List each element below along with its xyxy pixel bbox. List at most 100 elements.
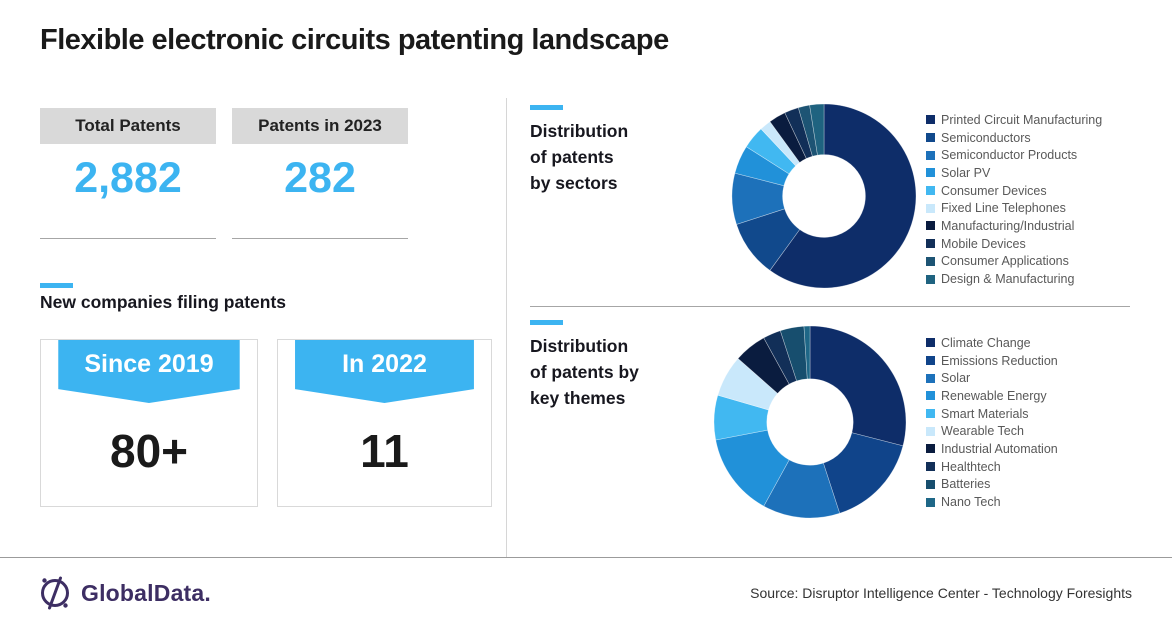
new-companies-card-since-2019: Since 2019 80+ <box>40 339 258 507</box>
legend-marker-icon <box>926 409 935 419</box>
card-value: 11 <box>360 425 409 477</box>
legend-label: Climate Change <box>941 335 1031 350</box>
legend-item: Manufacturing/Industrial <box>926 217 1102 235</box>
accent-dash <box>530 320 563 325</box>
legend-label: Manufacturing/Industrial <box>941 218 1075 233</box>
legend-label: Printed Circuit Manufacturing <box>941 112 1103 127</box>
legend-label: Design & Manufacturing <box>941 272 1075 287</box>
stat-value: 2,882 <box>74 154 182 202</box>
legend-marker-icon <box>926 133 935 143</box>
legend-marker-icon <box>926 239 935 249</box>
legend-label: Solar PV <box>941 165 991 180</box>
legend-marker-icon <box>926 444 935 454</box>
chart-title-line: Distribution <box>530 336 629 356</box>
legend-item: Consumer Devices <box>926 182 1102 200</box>
chart-title-line: by sectors <box>530 173 618 193</box>
legend-item: Wearable Tech <box>926 422 1058 440</box>
donut-slice-0 <box>769 103 917 289</box>
legend-item: Renewable Energy <box>926 387 1058 405</box>
legend-marker-icon <box>926 338 935 348</box>
legend-marker-icon <box>926 391 935 401</box>
legend-label: Solar <box>941 371 971 386</box>
globaldata-circle-slash-icon <box>41 576 69 610</box>
chart-title-line: of patents <box>530 147 614 167</box>
chart-legend: Printed Circuit Manufacturing Semiconduct… <box>926 111 1102 288</box>
legend-marker-icon <box>926 115 935 125</box>
chart-section-themes: Distribution of patents by key themes Clim… <box>530 316 1132 540</box>
chart-legend: Climate Change Emissions Reduction Solar Re… <box>926 334 1058 511</box>
ribbon-banner: Since 2019 <box>58 340 240 403</box>
donut-slice-9 <box>803 325 811 380</box>
legend-item: Semiconductors <box>926 129 1102 147</box>
horizontal-divider <box>530 306 1130 307</box>
legend-label: Industrial Automation <box>941 441 1058 456</box>
chart-title-line: of patents by <box>530 362 639 382</box>
ribbon-label: Since 2019 <box>84 350 214 378</box>
source-text: Source: Disruptor Intelligence Center - … <box>750 585 1132 601</box>
legend-item: Batteries <box>926 476 1058 494</box>
stat-label: Patents in 2023 <box>232 108 408 144</box>
legend-label: Smart Materials <box>941 406 1029 421</box>
footer-divider <box>0 557 1172 558</box>
legend-marker-icon <box>926 497 935 507</box>
legend-marker-icon <box>926 221 935 231</box>
legend-item: Nano Tech <box>926 493 1058 511</box>
ribbon-banner: In 2022 <box>295 340 474 403</box>
legend-marker-icon <box>926 150 935 160</box>
globaldata-logo: GlobalData. <box>38 574 211 612</box>
legend-item: Healthtech <box>926 458 1058 476</box>
legend-item: Solar <box>926 369 1058 387</box>
legend-label: Emissions Reduction <box>941 353 1058 368</box>
page-title: Flexible electronic circuits patenting l… <box>40 24 669 56</box>
legend-marker-icon <box>926 203 935 213</box>
legend-label: Batteries <box>941 477 991 492</box>
card-value: 80+ <box>109 425 189 477</box>
legend-label: Wearable Tech <box>941 424 1024 439</box>
legend-item: Smart Materials <box>926 405 1058 423</box>
chart-title: Distribution of patents by key themes <box>530 333 639 411</box>
donut-slice-0 <box>809 325 907 447</box>
legend-item: Solar PV <box>926 164 1102 182</box>
stat-value: 282 <box>284 154 356 202</box>
legend-marker-icon <box>926 274 935 284</box>
chart-title-line: Distribution <box>530 121 629 141</box>
chart-title: Distribution of patents by sectors <box>530 118 628 196</box>
legend-item: Consumer Applications <box>926 253 1102 271</box>
legend-label: Semiconductors <box>941 130 1031 145</box>
ribbon-label: In 2022 <box>342 350 427 378</box>
chart-title-line: key themes <box>530 388 626 408</box>
chart-section-sectors: Distribution of patents by sectors Printed… <box>530 100 1132 300</box>
legend-marker-icon <box>926 462 935 472</box>
legend-label: Consumer Devices <box>941 183 1047 198</box>
legend-item: Semiconductor Products <box>926 146 1102 164</box>
legend-marker-icon <box>926 373 935 383</box>
legend-item: Mobile Devices <box>926 235 1102 253</box>
globaldata-logo-text: GlobalData. <box>81 579 212 606</box>
legend-label: Renewable Energy <box>941 388 1047 403</box>
donut-chart-sectors <box>731 103 917 289</box>
legend-item: Printed Circuit Manufacturing <box>926 111 1102 129</box>
legend-label: Healthtech <box>941 459 1001 474</box>
legend-label: Mobile Devices <box>941 236 1026 251</box>
legend-marker-icon <box>926 186 935 196</box>
legend-label: Semiconductor Products <box>941 148 1078 163</box>
accent-dash <box>530 105 563 110</box>
legend-item: Emissions Reduction <box>926 352 1058 370</box>
legend-marker-icon <box>926 479 935 489</box>
vertical-divider <box>506 98 507 557</box>
legend-marker-icon <box>926 356 935 366</box>
stat-total-patents: Total Patents 2,882 <box>40 108 216 239</box>
legend-item: Climate Change <box>926 334 1058 352</box>
legend-item: Fixed Line Telephones <box>926 199 1102 217</box>
legend-label: Fixed Line Telephones <box>941 201 1066 216</box>
legend-marker-icon <box>926 256 935 266</box>
stat-patents-2023: Patents in 2023 282 <box>232 108 408 239</box>
legend-label: Nano Tech <box>941 495 1001 510</box>
legend-marker-icon <box>926 168 935 178</box>
legend-item: Design & Manufacturing <box>926 270 1102 288</box>
legend-label: Consumer Applications <box>941 254 1069 269</box>
accent-dash <box>40 283 73 288</box>
new-companies-card-in-2022: In 2022 11 <box>277 339 492 507</box>
legend-marker-icon <box>926 426 935 436</box>
donut-chart-themes <box>713 325 907 519</box>
